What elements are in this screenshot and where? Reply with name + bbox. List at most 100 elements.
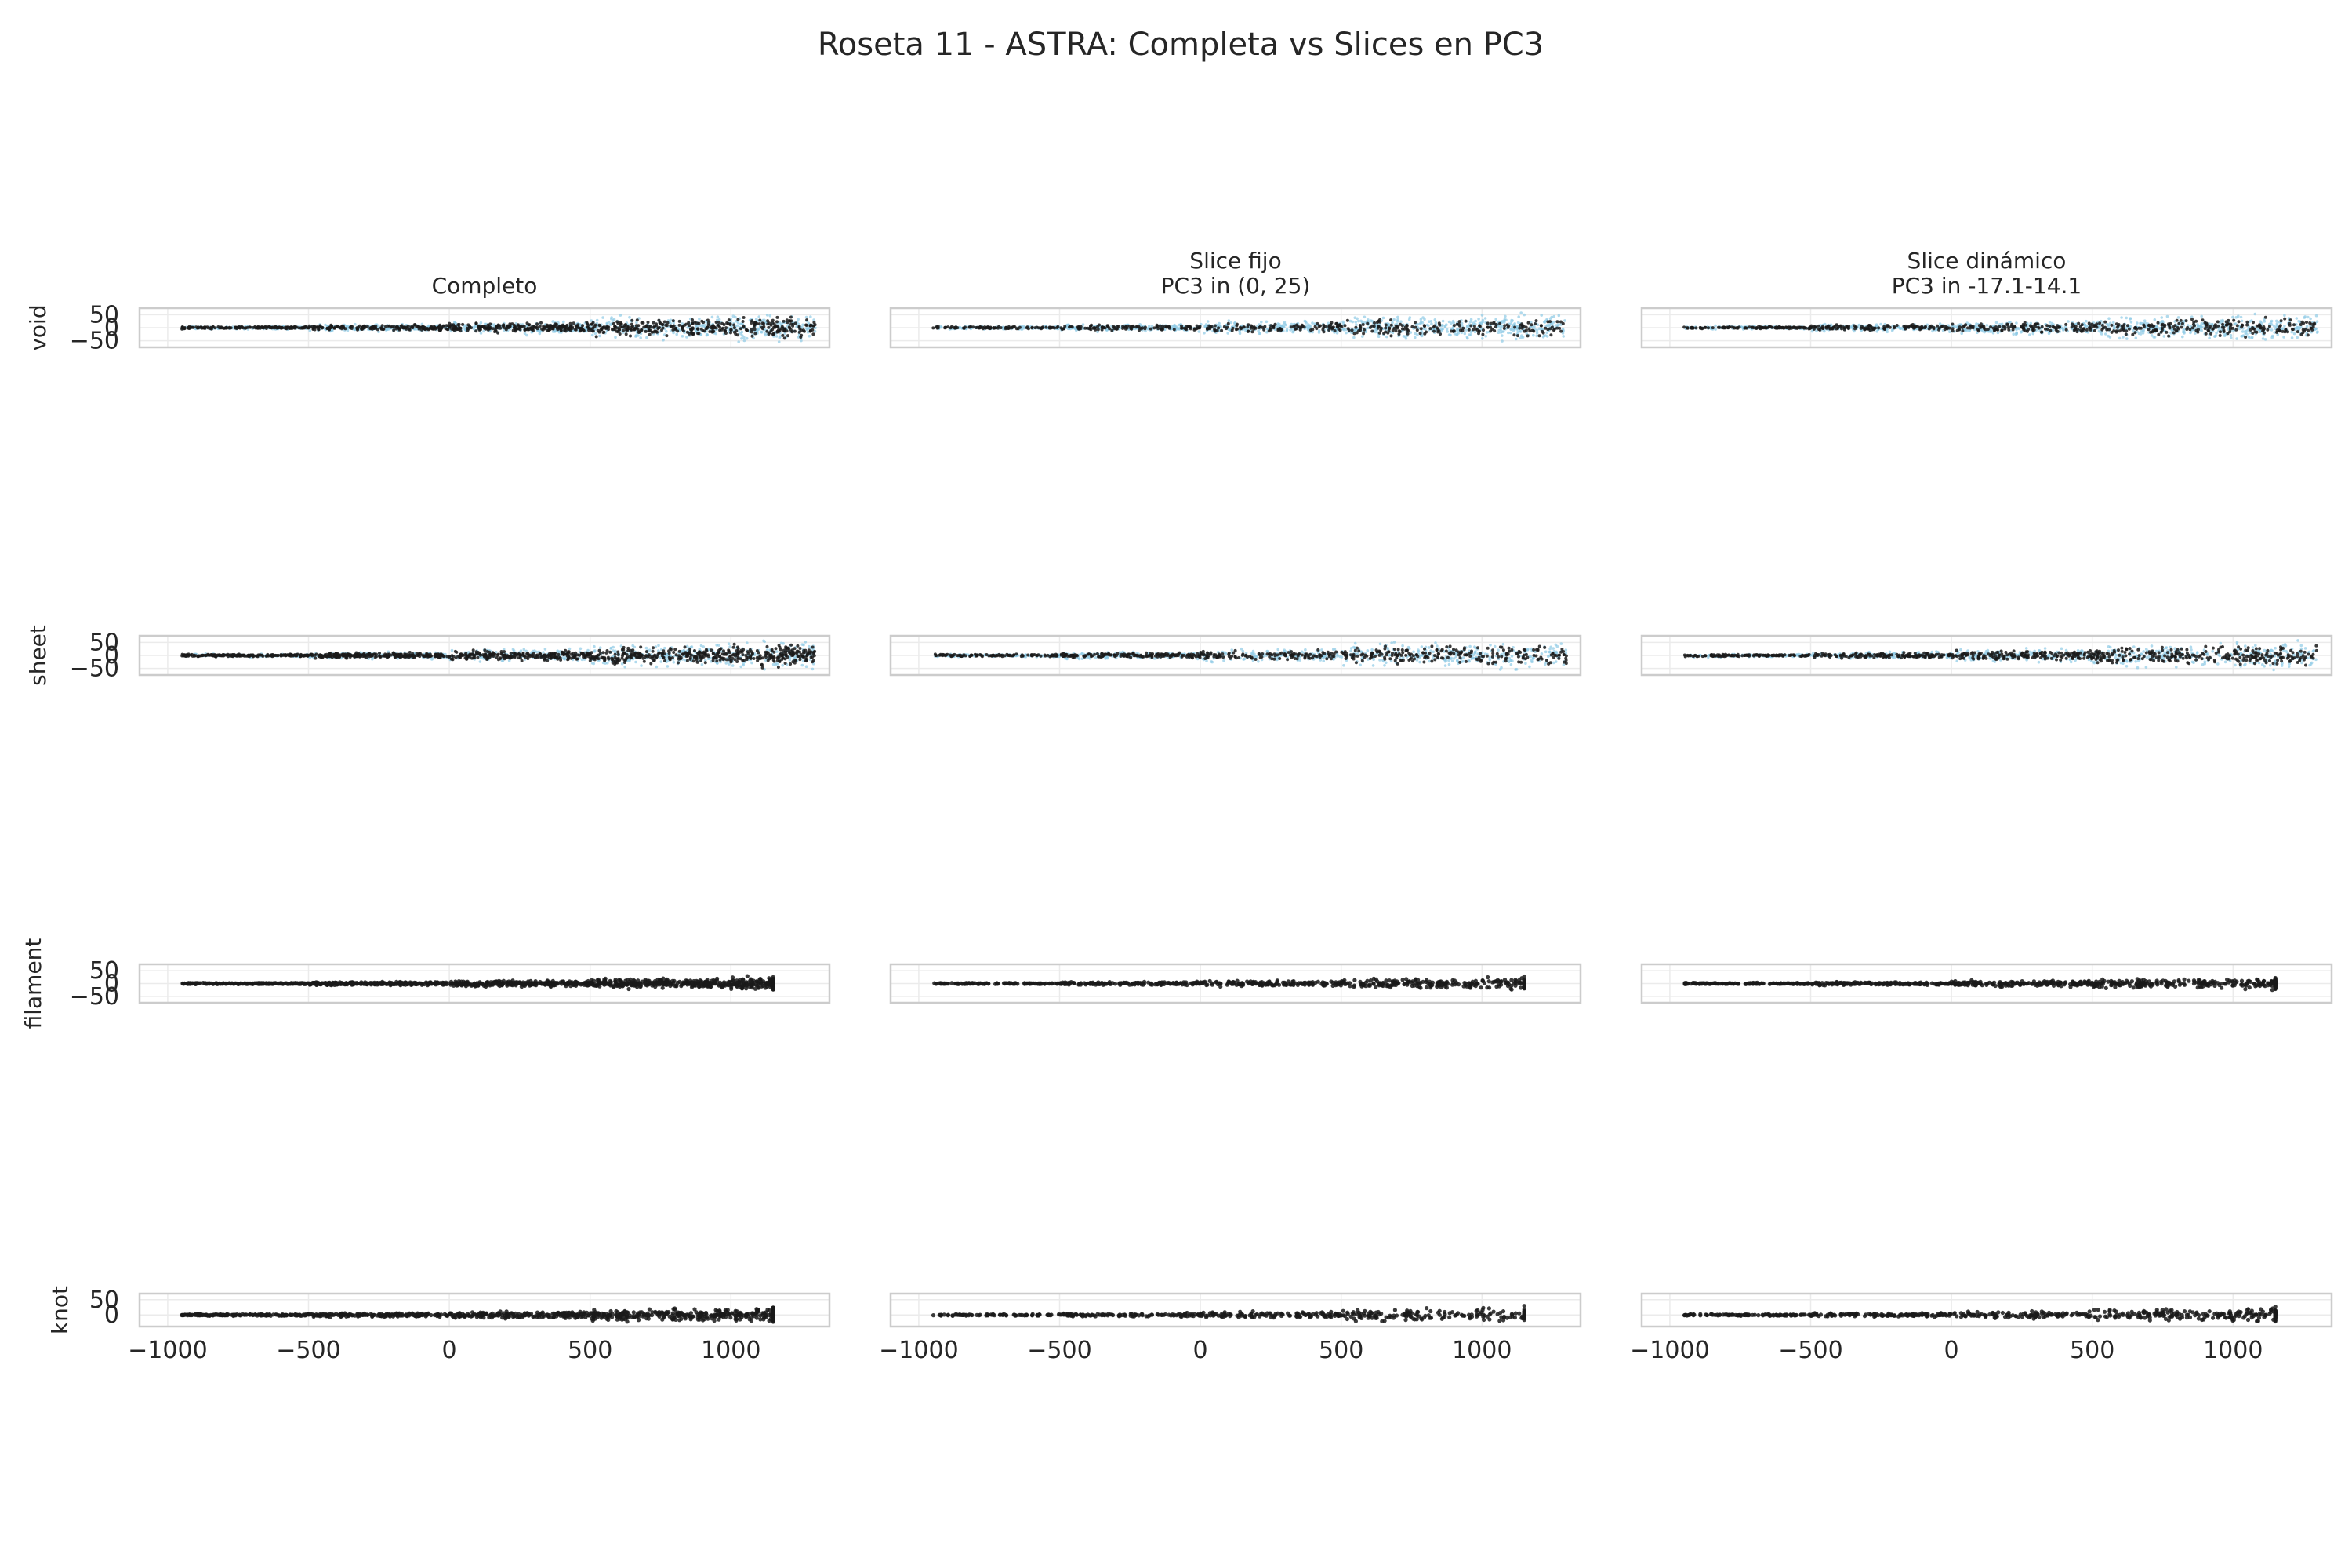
background-point bbox=[1421, 321, 1425, 325]
slice-point bbox=[648, 332, 652, 336]
slice-point bbox=[2027, 328, 2031, 332]
slice-point bbox=[1033, 326, 1037, 330]
slice-point bbox=[1155, 323, 1159, 327]
background-point bbox=[1385, 335, 1388, 339]
slice-point bbox=[1268, 326, 1272, 330]
background-point bbox=[1452, 321, 1455, 325]
background-point bbox=[2129, 317, 2132, 320]
background-point bbox=[795, 325, 798, 328]
slice-point bbox=[791, 324, 795, 328]
slice-point bbox=[736, 318, 740, 321]
slice-point bbox=[2125, 329, 2129, 333]
slice-point bbox=[433, 325, 437, 329]
slice-point bbox=[1964, 323, 1968, 327]
background-point bbox=[1311, 321, 1314, 325]
slice-point bbox=[2226, 332, 2230, 336]
slice-point bbox=[739, 327, 742, 331]
slice-point bbox=[1464, 319, 1468, 323]
slice-point bbox=[2049, 328, 2053, 332]
background-point bbox=[1391, 321, 1394, 325]
slice-point bbox=[721, 326, 724, 330]
slice-point bbox=[438, 328, 442, 332]
slice-point bbox=[601, 331, 605, 335]
background-point bbox=[2270, 328, 2274, 332]
slice-point bbox=[691, 321, 695, 325]
slice-point bbox=[2177, 321, 2181, 325]
slice-point bbox=[1316, 321, 1319, 325]
background-point bbox=[2315, 331, 2319, 334]
slice-point bbox=[1089, 325, 1093, 328]
background-point bbox=[635, 334, 638, 338]
slice-point bbox=[249, 325, 252, 329]
background-point bbox=[1468, 333, 1471, 336]
slice-point bbox=[697, 321, 701, 325]
slice-point bbox=[2214, 325, 2218, 329]
slice-point bbox=[2040, 325, 2044, 328]
slice-point bbox=[1422, 324, 1426, 328]
background-point bbox=[1447, 320, 1451, 324]
background-point bbox=[2181, 335, 2184, 339]
slice-point bbox=[554, 325, 557, 328]
background-point bbox=[1472, 321, 1475, 325]
background-point bbox=[1441, 319, 1445, 323]
slice-point bbox=[1534, 322, 1537, 326]
background-point bbox=[2309, 317, 2312, 321]
slice-point bbox=[448, 325, 452, 329]
slice-point bbox=[1704, 325, 1708, 329]
slice-point bbox=[1415, 328, 1419, 332]
background-point bbox=[1519, 311, 1523, 314]
background-point bbox=[1317, 331, 1321, 334]
slice-point bbox=[497, 324, 501, 328]
background-point bbox=[778, 336, 781, 339]
slice-point bbox=[1400, 324, 1404, 328]
slice-point bbox=[2064, 322, 2068, 326]
slice-point bbox=[2077, 321, 2081, 325]
slice-point bbox=[1196, 326, 1200, 330]
slice-point bbox=[222, 326, 225, 330]
slice-point bbox=[741, 320, 745, 323]
slice-point bbox=[1455, 322, 1459, 326]
slice-point bbox=[1544, 326, 1548, 330]
slice-point bbox=[2259, 326, 2263, 330]
background-point bbox=[809, 315, 812, 318]
slice-point bbox=[1452, 329, 1456, 333]
slice-point bbox=[1210, 325, 1214, 328]
background-point bbox=[800, 339, 803, 343]
background-point bbox=[1308, 325, 1312, 328]
slice-point bbox=[699, 327, 703, 331]
slice-point bbox=[753, 328, 757, 332]
slice-point bbox=[1782, 326, 1785, 330]
slice-point bbox=[706, 318, 710, 322]
slice-point bbox=[2235, 324, 2239, 328]
slice-point bbox=[594, 335, 598, 339]
background-point bbox=[1494, 318, 1497, 321]
background-point bbox=[1348, 319, 1352, 323]
background-point bbox=[2118, 336, 2122, 340]
slice-point bbox=[1242, 325, 1246, 329]
background-point bbox=[1714, 328, 1717, 331]
slice-point bbox=[1432, 329, 1436, 333]
slice-point bbox=[581, 324, 585, 328]
column-title: Slice dinámico bbox=[1907, 248, 2067, 274]
background-point bbox=[1469, 318, 1473, 321]
background-point bbox=[2176, 316, 2180, 319]
slice-point bbox=[2283, 317, 2287, 321]
background-point bbox=[1226, 332, 1229, 335]
slice-point bbox=[2124, 332, 2128, 336]
slice-point bbox=[1361, 323, 1365, 326]
slice-point bbox=[696, 332, 700, 336]
background-point bbox=[740, 330, 744, 334]
slice-point bbox=[1345, 318, 1349, 322]
slice-point bbox=[573, 328, 577, 332]
background-point bbox=[1985, 324, 1989, 327]
background-point bbox=[699, 324, 702, 328]
background-point bbox=[2307, 315, 2310, 319]
slice-point bbox=[591, 329, 595, 333]
slice-point bbox=[793, 321, 797, 325]
slice-point bbox=[1546, 320, 1550, 324]
slice-point bbox=[1207, 327, 1210, 331]
slice-point bbox=[1895, 324, 1899, 327]
slice-point bbox=[1213, 324, 1217, 328]
slice-point bbox=[586, 325, 590, 329]
